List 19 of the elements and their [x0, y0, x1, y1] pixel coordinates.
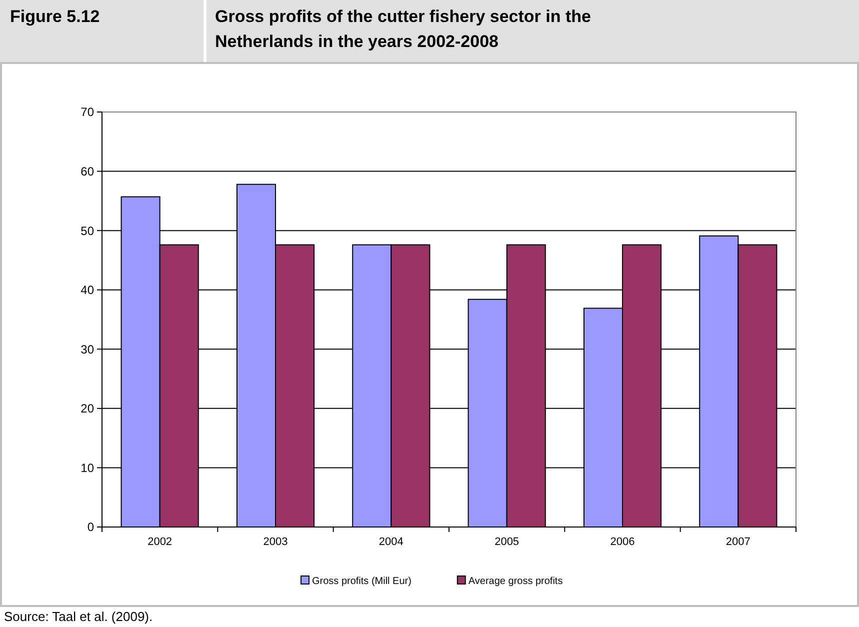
chart-title: Gross profits of the cutter fishery sector in the Netherlands in the years 2002-2008	[215, 7, 591, 51]
legend-label: Gross profits (Mill Eur)	[312, 576, 412, 587]
y-tick-label: 0	[87, 520, 94, 534]
x-tick-label: 2007	[726, 536, 750, 548]
caption: Figure 5.12	[10, 7, 100, 26]
x-tick-label: 2003	[263, 536, 288, 548]
x-tick-label: 2004	[378, 536, 404, 548]
y-tick-label: 30	[80, 342, 94, 356]
y-tick-label: 50	[80, 224, 94, 238]
x-tick-label: 2005	[494, 536, 520, 548]
y-tick-label: 40	[80, 283, 94, 298]
x-tick-label: 2002	[148, 536, 172, 548]
y-tick-label: 20	[80, 402, 94, 416]
legend-label: Average gross profits	[468, 576, 563, 587]
source-note: Source: Taal et al. (2009).	[4, 609, 153, 624]
y-tick-label: 60	[80, 164, 94, 178]
y-tick-label: 70	[80, 105, 94, 120]
x-tick-label: 2006	[610, 536, 635, 548]
y-tick-label: 10	[80, 460, 94, 475]
